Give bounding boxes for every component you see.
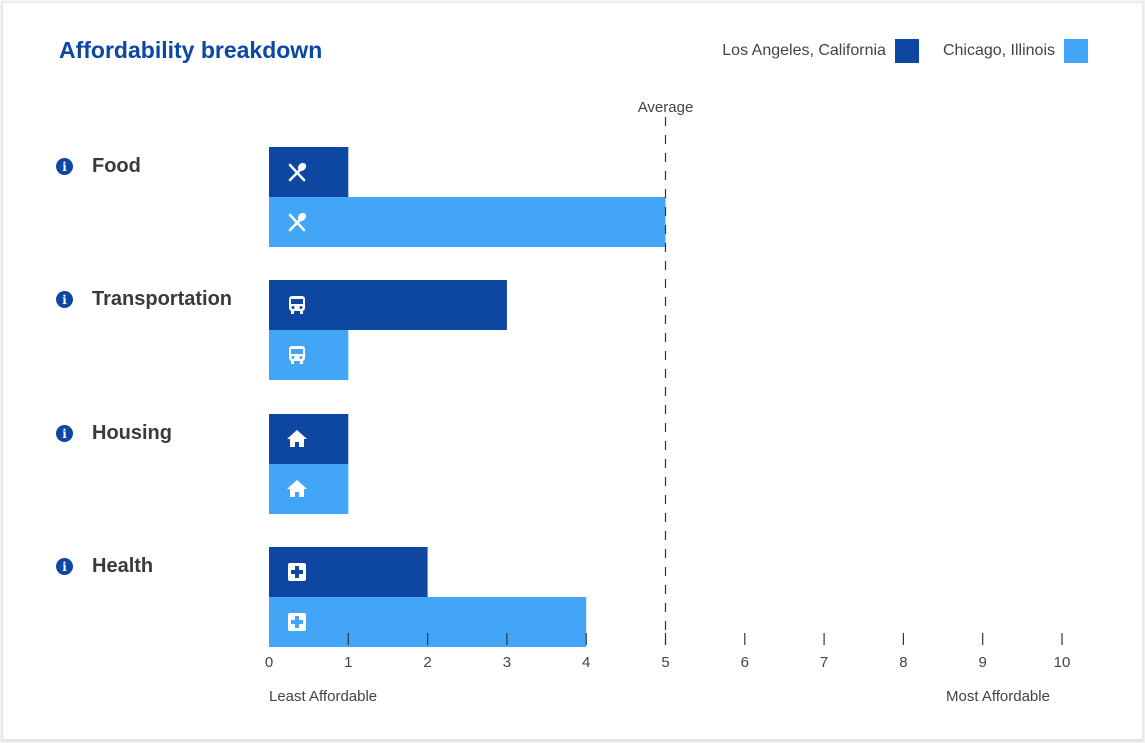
average-label: Average (638, 99, 694, 116)
legend-label: Los Angeles, California (722, 42, 886, 59)
category-label: Transportation (92, 288, 233, 310)
category-transportation: i Transportation (56, 288, 232, 311)
category-label: Food (92, 155, 141, 177)
category-label: Housing (92, 422, 172, 444)
home-icon (287, 480, 307, 497)
category-health: i Health (56, 555, 153, 578)
home-icon (287, 430, 307, 447)
info-icon[interactable]: i (56, 558, 73, 575)
legend-item-los-angeles[interactable]: Los Angeles, California (722, 39, 919, 63)
x-max-label: Most Affordable (946, 688, 1050, 705)
bar-transportation-chicago (269, 330, 349, 380)
legend-swatch-los-angeles (894, 39, 919, 63)
fork-knife-icon (288, 162, 307, 182)
legend-label: Chicago, Illinois (942, 42, 1055, 59)
tick-label: 10 (1054, 654, 1071, 671)
category-housing: i Housing (56, 422, 172, 445)
tick-label: 7 (820, 654, 828, 671)
bar-housing-los-angeles (269, 414, 349, 464)
tick-label: 5 (661, 654, 669, 671)
tick-label: 8 (899, 654, 907, 671)
info-icon[interactable]: i (56, 291, 73, 308)
legend: Los Angeles, California Chicago, Illinoi… (698, 39, 1088, 63)
info-icon[interactable]: i (56, 425, 73, 442)
bus-icon (289, 346, 305, 364)
medical-cross-icon (288, 563, 306, 581)
tick-label: 3 (503, 654, 511, 671)
category-label: Health (92, 555, 154, 577)
fork-knife-icon (288, 212, 307, 232)
bar-transportation-los-angeles (269, 280, 507, 330)
bar-food-los-angeles (269, 147, 349, 197)
tick-label: 9 (979, 654, 987, 671)
tick-label: 1 (344, 654, 352, 671)
chart-title: Affordability breakdown (59, 37, 323, 63)
bar-housing-chicago (269, 464, 349, 514)
tick-label: 0 (265, 654, 273, 671)
x-min-label: Least Affordable (269, 688, 378, 705)
tick-label: 6 (741, 654, 749, 671)
legend-swatch-chicago (1064, 39, 1088, 63)
category-food: i Food (56, 155, 141, 178)
tick-label: 2 (423, 654, 431, 671)
tick-label: 4 (582, 654, 590, 671)
bar-food-chicago (269, 197, 666, 247)
legend-item-chicago[interactable]: Chicago, Illinois (943, 39, 1088, 63)
info-icon[interactable]: i (56, 158, 73, 175)
medical-cross-icon (288, 613, 306, 631)
bus-icon (289, 296, 305, 314)
